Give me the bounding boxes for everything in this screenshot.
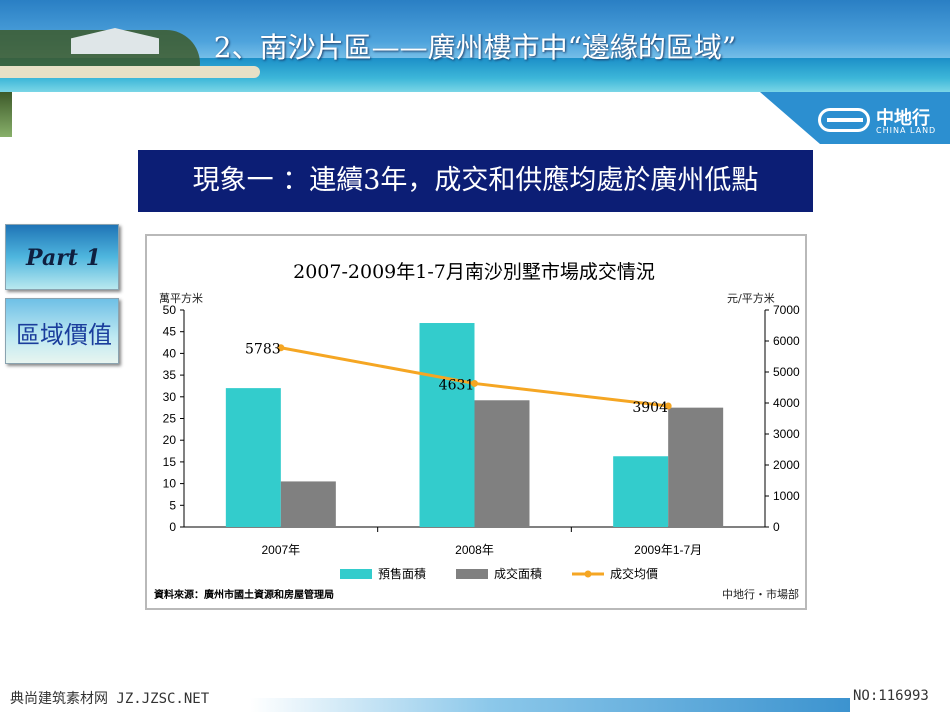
y-left-tick-label: 40	[163, 346, 177, 360]
bar-presale	[419, 323, 475, 527]
footer-watermark: 典尚建筑素材网 JZ.JZSC.NET	[10, 691, 210, 707]
legend-label: 成交面積	[494, 566, 542, 581]
y-left-tick-label: 15	[163, 455, 177, 469]
banner-sand	[0, 66, 260, 78]
y-right-tick-label: 1000	[773, 489, 800, 503]
footer-number: NO:116993	[853, 688, 929, 704]
y-left-tick-label: 30	[163, 390, 177, 404]
logo-english: CHINA LAND	[876, 126, 937, 135]
y-right-tick-label: 3000	[773, 427, 800, 441]
bar-presale	[225, 388, 281, 527]
y-left-tick-label: 25	[163, 412, 177, 426]
footer-bar	[250, 698, 850, 712]
logo-name: 中地行	[876, 108, 930, 129]
y-left-tick-label: 10	[163, 477, 177, 491]
legend-label: 預售面積	[378, 566, 426, 581]
y-right-tick-label: 6000	[773, 334, 800, 348]
data-label-avg-price: 4631	[439, 377, 475, 393]
bar-transaction	[280, 481, 336, 527]
data-label-avg-price: 3904	[632, 400, 668, 416]
y-left-axis-title: 萬平方米	[159, 291, 203, 305]
chart-title: 2007-2009年1-7月南沙別墅市場成交情況	[293, 261, 655, 283]
y-right-tick-label: 0	[773, 520, 780, 534]
tab-part-1[interactable]: Part 1	[5, 224, 119, 290]
x-tick-label: 2007年	[261, 543, 300, 557]
y-right-tick-label: 5000	[773, 365, 800, 379]
y-left-tick-label: 45	[163, 325, 177, 339]
legend-marker	[584, 570, 592, 578]
y-left-tick-label: 50	[163, 303, 177, 317]
bar-transaction	[668, 407, 724, 527]
legend-swatch	[340, 569, 372, 579]
point-avg-price	[277, 344, 285, 352]
y-right-axis-title: 元/平方米	[727, 291, 775, 305]
chart-credit: 中地行・市場部	[722, 587, 799, 601]
chart-source: 資料來源：廣州市國土資源和房屋管理局	[154, 588, 334, 601]
y-right-tick-label: 2000	[773, 458, 800, 472]
page-title: 2、南沙片區——廣州樓市中“邊緣的區域”	[213, 31, 737, 64]
point-avg-price	[664, 402, 672, 410]
tab-part-1-label: Part 1	[26, 245, 101, 271]
x-tick-label: 2008年	[455, 543, 494, 557]
y-left-tick-label: 0	[169, 520, 176, 534]
data-label-avg-price: 5783	[245, 342, 281, 358]
header-banner: 2、南沙片區——廣州樓市中“邊緣的區域”	[0, 0, 950, 92]
y-left-tick-label: 20	[163, 433, 177, 447]
tab-area-value-label: 區域價值	[16, 321, 112, 349]
y-left-tick-label: 5	[169, 498, 176, 512]
y-right-tick-label: 7000	[773, 303, 800, 317]
bar-transaction	[474, 400, 530, 527]
point-avg-price	[471, 379, 478, 387]
y-left-tick-label: 35	[163, 368, 177, 382]
y-right-tick-label: 4000	[773, 396, 800, 410]
legend-swatch	[456, 569, 488, 579]
legend-label: 成交均價	[610, 566, 658, 581]
headline: 現象一 ：連續3年，成交和供應均處於廣州低點	[138, 150, 813, 212]
logo-mark-icon	[818, 108, 870, 132]
x-tick-label: 2009年1-7月	[634, 543, 702, 557]
chart-container: 2007-2009年1-7月南沙別墅市場成交情況萬平方米 元/平方米 0 5 10 15 2…	[145, 234, 807, 610]
tab-area-value[interactable]: 區域價值	[5, 298, 119, 364]
left-decor-strip	[0, 92, 12, 137]
bar-presale	[613, 456, 669, 527]
